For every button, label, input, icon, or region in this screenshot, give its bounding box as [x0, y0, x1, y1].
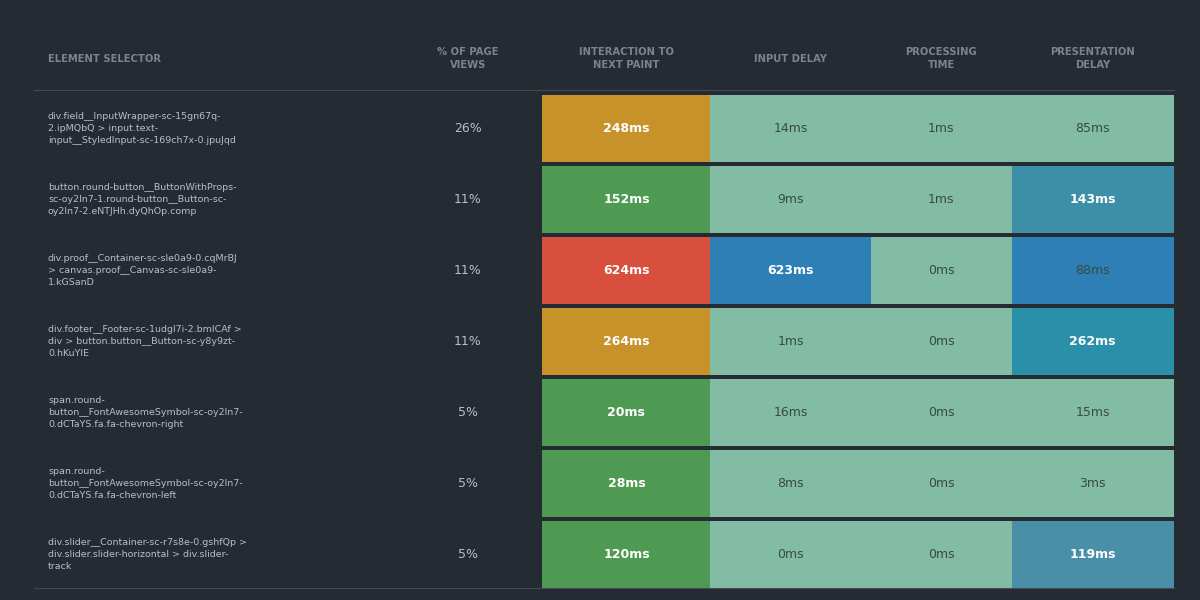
Text: 5%: 5% [458, 548, 478, 561]
Bar [710, 237, 871, 304]
Text: div.field__InputWrapper-sc-15gn67q-
2.ipMQbQ > input.text-
input__StyledInput-sc: div.field__InputWrapper-sc-15gn67q- 2.ip… [48, 112, 236, 145]
Bar [542, 308, 710, 375]
Bar [542, 450, 710, 517]
Text: 152ms: 152ms [604, 193, 649, 206]
Text: INPUT DELAY: INPUT DELAY [755, 53, 827, 64]
Text: ELEMENT SELECTOR: ELEMENT SELECTOR [48, 53, 161, 64]
Text: 20ms: 20ms [607, 406, 646, 419]
Bar [542, 521, 1174, 588]
Text: span.round-
button__FontAwesomeSymbol-sc-oy2ln7-
0.dCTaYS.fa.fa-chevron-right: span.round- button__FontAwesomeSymbol-sc… [48, 396, 242, 429]
Bar [542, 379, 1174, 446]
Text: 0ms: 0ms [928, 335, 955, 348]
Text: 14ms: 14ms [774, 122, 808, 135]
Text: 248ms: 248ms [604, 122, 649, 135]
Bar [542, 95, 1174, 161]
Text: 85ms: 85ms [1075, 122, 1110, 135]
Text: 0ms: 0ms [928, 406, 955, 419]
Text: 11%: 11% [454, 193, 482, 206]
Text: 262ms: 262ms [1069, 335, 1116, 348]
Text: div.proof__Container-sc-sle0a9-0.cqMrBJ
> canvas.proof__Canvas-sc-sle0a9-
1.kGSa: div.proof__Container-sc-sle0a9-0.cqMrBJ … [48, 254, 238, 287]
Text: 623ms: 623ms [768, 264, 814, 277]
Bar [542, 521, 710, 588]
Text: 0ms: 0ms [928, 264, 955, 277]
Bar [542, 237, 710, 304]
Text: 9ms: 9ms [778, 193, 804, 206]
Text: 264ms: 264ms [604, 335, 649, 348]
Text: 624ms: 624ms [604, 264, 649, 277]
Text: 26%: 26% [454, 122, 482, 135]
Bar [542, 166, 710, 233]
Text: 1ms: 1ms [928, 122, 955, 135]
Bar [542, 379, 710, 446]
Text: 16ms: 16ms [774, 406, 808, 419]
Text: button.round-button__ButtonWithProps-
sc-oy2ln7-1.round-button__Button-sc-
oy2ln: button.round-button__ButtonWithProps- sc… [48, 182, 236, 216]
Text: 1ms: 1ms [928, 193, 955, 206]
Text: 119ms: 119ms [1069, 548, 1116, 561]
Text: div.slider__Container-sc-r7s8e-0.gshfQp >
div.slider.slider-horizontal > div.sli: div.slider__Container-sc-r7s8e-0.gshfQp … [48, 538, 247, 571]
Text: 3ms: 3ms [1079, 477, 1106, 490]
Bar [542, 166, 1174, 233]
Text: INTERACTION TO
NEXT PAINT: INTERACTION TO NEXT PAINT [578, 47, 674, 70]
Text: PROCESSING
TIME: PROCESSING TIME [906, 47, 977, 70]
Text: div.footer__Footer-sc-1udgl7i-2.bmICAf >
div > button.button__Button-sc-y8y9zt-
: div.footer__Footer-sc-1udgl7i-2.bmICAf >… [48, 325, 241, 358]
Bar [542, 450, 1174, 517]
Text: 5%: 5% [458, 477, 478, 490]
Text: % OF PAGE
VIEWS: % OF PAGE VIEWS [437, 47, 499, 70]
Bar [542, 237, 1174, 304]
Bar [871, 237, 1012, 304]
Text: 143ms: 143ms [1069, 193, 1116, 206]
Text: PRESENTATION
DELAY: PRESENTATION DELAY [1050, 47, 1135, 70]
Text: span.round-
button__FontAwesomeSymbol-sc-oy2ln7-
0.dCTaYS.fa.fa-chevron-left: span.round- button__FontAwesomeSymbol-sc… [48, 467, 242, 500]
Text: 11%: 11% [454, 264, 482, 277]
Text: 1ms: 1ms [778, 335, 804, 348]
Text: 120ms: 120ms [604, 548, 649, 561]
Text: 0ms: 0ms [928, 548, 955, 561]
Bar [1012, 521, 1174, 588]
Text: 15ms: 15ms [1075, 406, 1110, 419]
Bar [1012, 166, 1174, 233]
Bar [542, 95, 710, 161]
Text: 0ms: 0ms [928, 477, 955, 490]
Bar [1012, 308, 1174, 375]
Text: 0ms: 0ms [778, 548, 804, 561]
Text: 88ms: 88ms [1075, 264, 1110, 277]
Text: 28ms: 28ms [607, 477, 646, 490]
Bar [542, 308, 1174, 375]
Text: 8ms: 8ms [778, 477, 804, 490]
Text: 11%: 11% [454, 335, 482, 348]
Text: 5%: 5% [458, 406, 478, 419]
